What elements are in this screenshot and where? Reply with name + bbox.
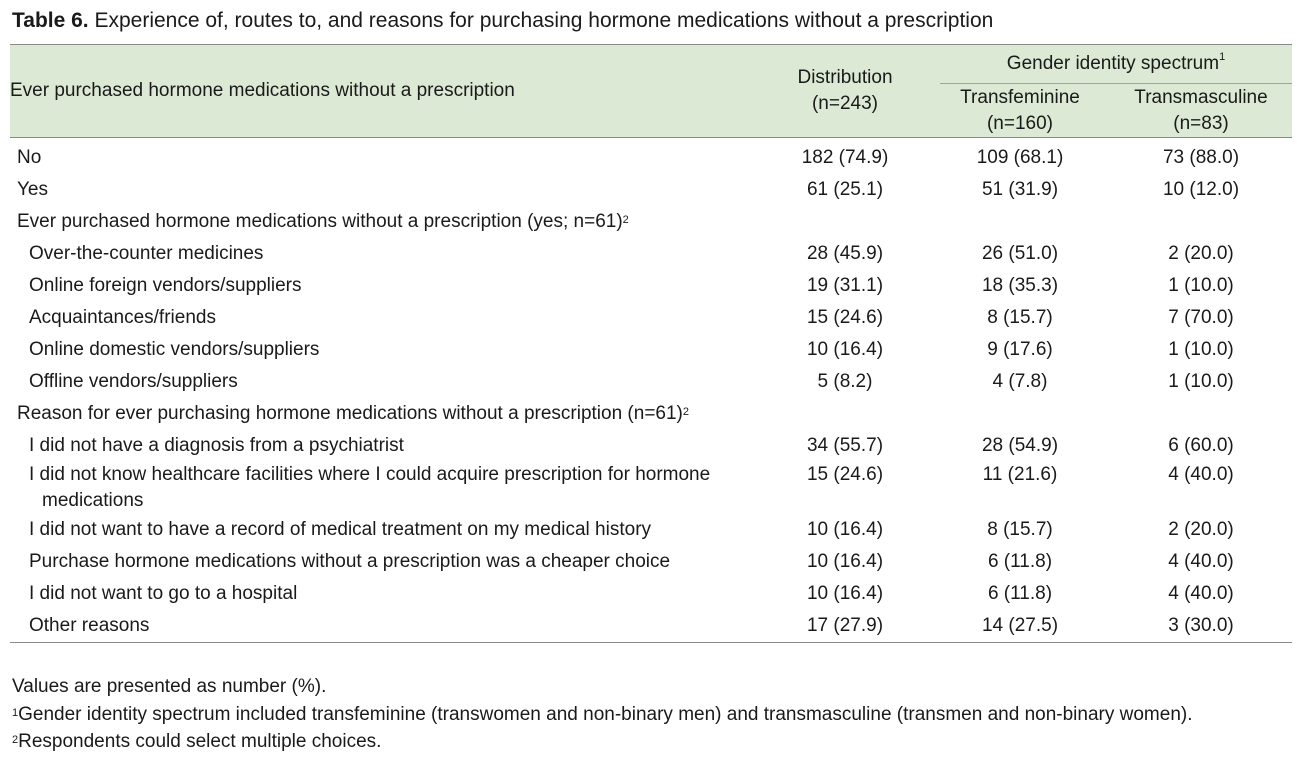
header-distribution: Distribution (n=243) — [760, 45, 930, 138]
cell-transmasculine: 2 (20.0) — [1168, 243, 1234, 264]
cell-transmasculine: 10 (12.0) — [1162, 179, 1240, 200]
header-distribution-label: Distribution — [797, 67, 893, 88]
table-number: Table 6. — [12, 9, 89, 32]
row-label: Yes — [17, 179, 48, 200]
footnote-2-marker: 2 — [12, 734, 19, 746]
cell-transmasculine: 6 (60.0) — [1168, 435, 1234, 456]
cell-distribution: 10 (16.4) — [806, 519, 884, 540]
row-label: I did not want to have a record of medic… — [29, 519, 652, 540]
cell-transfeminine: 6 (11.8) — [987, 551, 1053, 572]
section-routes-text: Ever purchased hormone medications witho… — [17, 211, 623, 232]
section-routes-sup: 2 — [622, 214, 629, 226]
table-row: Over-the-counter medicines 28 (45.9) 26 … — [10, 238, 1292, 270]
cell-transmasculine: 1 (10.0) — [1168, 275, 1234, 296]
cell-distribution: 10 (16.4) — [806, 339, 884, 360]
cell-transfeminine: 51 (31.9) — [981, 179, 1059, 200]
cell-distribution: 182 (74.9) — [801, 147, 889, 168]
header-transfeminine-n: (n=160) — [986, 113, 1054, 134]
row-label: Online domestic vendors/suppliers — [29, 339, 320, 360]
header-group-sup: 1 — [1219, 50, 1226, 63]
cell-transmasculine: 2 (20.0) — [1168, 519, 1234, 540]
header-transfeminine: Transfeminine (n=160) — [930, 85, 1110, 138]
header-transmasculine-label: Transmasculine — [1134, 87, 1268, 108]
row-label: Acquaintances/friends — [29, 307, 216, 328]
cell-distribution: 61 (25.1) — [806, 179, 884, 200]
table-row: Online foreign vendors/suppliers 19 (31.… — [10, 270, 1292, 302]
section-reasons-sup: 2 — [682, 406, 690, 418]
data-table: Ever purchased hormone medications witho… — [10, 44, 1292, 643]
cell-distribution: 15 (24.6) — [806, 307, 884, 328]
section-reasons-text: Reason for ever purchasing hormone medic… — [17, 403, 683, 424]
table-title: Table 6. Experience of, routes to, and r… — [12, 8, 1292, 34]
footnote-1-marker: 1 — [12, 707, 19, 719]
table-row: I did not want to have a record of medic… — [10, 514, 1292, 546]
row-label: I did not want to go to a hospital — [29, 583, 298, 604]
cell-distribution: 10 (16.4) — [806, 551, 884, 572]
table-row: Acquaintances/friends 15 (24.6) 8 (15.7)… — [10, 302, 1292, 334]
section-header-row: Reason for ever purchasing hormone medic… — [10, 398, 1292, 430]
cell-distribution: 17 (27.9) — [760, 610, 930, 643]
header-group: Gender identity spectrum1 — [930, 45, 1292, 86]
section-reasons-label: Reason for ever purchasing hormone medic… — [10, 398, 1292, 430]
row-label: Online foreign vendors/suppliers — [29, 275, 302, 296]
cell-transmasculine: 73 (88.0) — [1162, 147, 1240, 168]
header-transmasculine-n: (n=83) — [1173, 113, 1229, 134]
cell-transmasculine: 4 (40.0) — [1168, 551, 1234, 572]
section-routes-label: Ever purchased hormone medications witho… — [10, 206, 1292, 238]
cell-distribution: 34 (55.7) — [806, 435, 884, 456]
footnote-2-text: Respondents could select multiple choice… — [18, 731, 382, 752]
header-transfeminine-label: Transfeminine — [960, 87, 1080, 108]
table-row: Online domestic vendors/suppliers 10 (16… — [10, 334, 1292, 366]
row-label: Offline vendors/suppliers — [29, 371, 238, 392]
cell-transmasculine: 4 (40.0) — [1168, 583, 1234, 604]
cell-transmasculine: 3 (30.0) — [1110, 610, 1292, 643]
footnote-1: 1Gender identity spectrum included trans… — [12, 701, 1292, 729]
cell-transfeminine: 14 (27.5) — [930, 610, 1110, 643]
cell-transfeminine: 18 (35.3) — [981, 275, 1059, 296]
cell-transmasculine: 7 (70.0) — [1168, 307, 1234, 328]
footnote-values: Values are presented as number (%). — [12, 676, 327, 697]
table-row: Offline vendors/suppliers 5 (8.2) 4 (7.8… — [10, 366, 1292, 398]
table-row: Yes 61 (25.1) 51 (31.9) 10 (12.0) — [10, 174, 1292, 206]
cell-transfeminine: 8 (15.7) — [987, 519, 1053, 540]
row-label: Over-the-counter medicines — [29, 243, 264, 264]
cell-transfeminine: 6 (11.8) — [987, 583, 1053, 604]
cell-distribution: 10 (16.4) — [806, 583, 884, 604]
cell-transfeminine: 109 (68.1) — [976, 147, 1064, 168]
row-label: I did not have a diagnosis from a psychi… — [29, 435, 404, 456]
row-label: No — [17, 147, 42, 168]
row-label-cell: I did not know healthcare facilities whe… — [10, 462, 760, 514]
section-header-row: Ever purchased hormone medications witho… — [10, 206, 1292, 238]
cell-transfeminine: 9 (17.6) — [987, 339, 1053, 360]
cell-transmasculine: 1 (10.0) — [1168, 339, 1234, 360]
header-transmasculine: Transmasculine (n=83) — [1110, 85, 1292, 138]
table-row: Purchase hormone medications without a p… — [10, 546, 1292, 578]
row-label: I did not know healthcare facilities whe… — [29, 464, 711, 511]
table-caption: Experience of, routes to, and reasons fo… — [88, 9, 994, 32]
header-distribution-n: (n=243) — [811, 93, 879, 114]
table-row: I did not want to go to a hospital 10 (1… — [10, 578, 1292, 610]
header-row-label: Ever purchased hormone medications witho… — [10, 80, 515, 101]
table-row: I did not know healthcare facilities whe… — [10, 462, 1292, 514]
cell-distribution: 28 (45.9) — [806, 243, 884, 264]
cell-transmasculine: 4 (40.0) — [1168, 464, 1234, 485]
cell-transfeminine: 28 (54.9) — [981, 435, 1059, 456]
cell-transfeminine: 11 (21.6) — [982, 464, 1058, 485]
table-row: Other reasons 17 (27.9) 14 (27.5) 3 (30.… — [10, 610, 1292, 643]
row-label: Other reasons — [10, 610, 760, 643]
cell-distribution: 19 (31.1) — [806, 275, 884, 296]
cell-transfeminine: 8 (15.7) — [987, 307, 1053, 328]
cell-transfeminine: 26 (51.0) — [981, 243, 1059, 264]
footnote-2: 2Respondents could select multiple choic… — [12, 728, 1292, 756]
table-row: I did not have a diagnosis from a psychi… — [10, 430, 1292, 462]
row-label: Purchase hormone medications without a p… — [29, 551, 671, 572]
cell-distribution: 5 (8.2) — [817, 371, 873, 392]
footnote-1-text: Gender identity spectrum included transf… — [18, 704, 1193, 725]
cell-transmasculine: 1 (10.0) — [1168, 371, 1234, 392]
table-row: No 182 (74.9) 109 (68.1) 73 (88.0) — [10, 138, 1292, 175]
cell-transfeminine: 4 (7.8) — [992, 371, 1048, 392]
header-group-label: Gender identity spectrum — [1006, 52, 1220, 74]
cell-distribution: 15 (24.6) — [806, 464, 884, 485]
